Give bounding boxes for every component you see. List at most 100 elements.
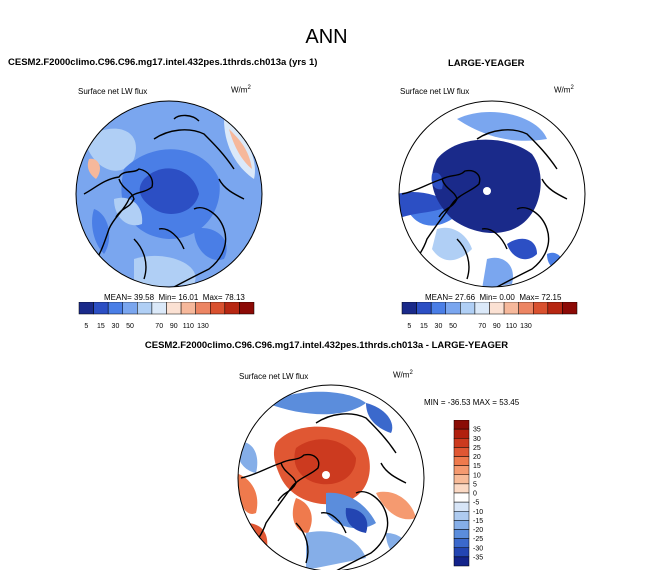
colorbar-tick-label: 130 xyxy=(520,323,532,330)
colorbar-tick-label: -10 xyxy=(473,509,483,516)
colorbar-tick-label: 110 xyxy=(506,323,517,330)
colorbar-swatch xyxy=(453,483,470,494)
colorbar-swatch xyxy=(453,465,470,475)
coastlines xyxy=(401,129,568,287)
colorbar-tick-label: -30 xyxy=(473,545,483,552)
coastlines xyxy=(240,413,407,570)
map-obs-border xyxy=(398,100,586,288)
colorbar-swatch xyxy=(453,501,470,512)
colorbar-swatch xyxy=(562,302,578,315)
colorbar-tick-label: 50 xyxy=(126,323,134,330)
map-diff-border xyxy=(237,384,425,570)
colorbar-tick-label: 70 xyxy=(155,323,163,330)
colorbar-tick-label: 30 xyxy=(435,323,443,330)
colorbar-tick-label: 50 xyxy=(449,323,457,330)
colorbar-swatch xyxy=(453,511,470,521)
stats-top-right: MEAN= 27.66 Min= 0.00 Max= 72.15 xyxy=(425,293,562,302)
panel-bottom-title: CESM2.F2000climo.C96.C96.mg17.intel.432p… xyxy=(144,340,509,351)
page-title: ANN xyxy=(305,26,348,48)
colorbar-swatch xyxy=(151,302,167,315)
colorbar-tick-label: -5 xyxy=(473,500,479,507)
colorbar-swatch xyxy=(401,302,417,315)
field-region xyxy=(229,129,252,169)
stats-bottom: MIN = -36.53 MAX = 53.45 xyxy=(424,398,520,407)
colorbar-swatch xyxy=(224,302,240,315)
field-region xyxy=(366,403,393,433)
map-diff xyxy=(237,384,425,570)
colorbar-swatch xyxy=(453,438,470,448)
colorbar-model: 5 15 30 50 70 90 110 130 xyxy=(78,302,255,330)
colorbar-swatch xyxy=(78,302,94,315)
colorbar-swatch xyxy=(239,302,255,315)
colorbar-tick-label: 25 xyxy=(473,445,481,452)
units-label-bottom: W/m2 xyxy=(393,370,413,380)
field-region xyxy=(84,128,136,171)
field-region xyxy=(376,491,416,520)
colorbar-swatch xyxy=(453,538,470,548)
colorbar-swatch xyxy=(453,447,470,457)
colorbar-swatch xyxy=(195,302,211,315)
pole-hole xyxy=(483,187,491,195)
panel-top-right-title: LARGE-YEAGER xyxy=(448,58,525,69)
variable-label-bottom: Surface net LW flux xyxy=(239,372,309,381)
colorbar-swatch xyxy=(430,302,447,315)
colorbar-swatch xyxy=(453,529,470,539)
field-region xyxy=(266,391,366,415)
coastlines xyxy=(83,114,245,287)
colorbar-diff: 35 30 25 20 15 10 5 0 -5 -10 -15 -20 -25 -30 -35 xyxy=(453,420,483,567)
colorbar-swatch xyxy=(137,302,153,315)
field-region xyxy=(114,197,143,226)
map-obs xyxy=(398,100,586,288)
colorbar-swatch xyxy=(416,302,432,315)
field-region xyxy=(432,227,472,261)
colorbar-obs: 5 15 30 50 70 90 110 130 xyxy=(401,302,578,330)
field-region xyxy=(432,139,541,234)
colorbar-swatch xyxy=(460,302,476,315)
colorbar-tick-label: 30 xyxy=(473,436,481,443)
colorbar-tick-label: 20 xyxy=(473,454,481,461)
colorbar-tick-label: 15 xyxy=(97,323,105,330)
colorbar-swatch xyxy=(166,302,182,315)
colorbar-tick-label: 30 xyxy=(112,323,120,330)
colorbar-tick-label: 0 xyxy=(473,491,477,498)
colorbar-swatch xyxy=(547,302,563,315)
map-model xyxy=(75,100,263,288)
colorbar-tick-label: 5 xyxy=(407,323,411,330)
colorbar-tick-label: 5 xyxy=(84,323,88,330)
variable-label-top-right: Surface net LW flux xyxy=(400,87,470,96)
field-region xyxy=(194,228,227,260)
colorbar-tick-label: -35 xyxy=(473,554,483,561)
field-region xyxy=(345,508,368,533)
field-region xyxy=(386,533,408,558)
colorbar-tick-label: 130 xyxy=(197,323,209,330)
colorbar-swatch xyxy=(503,302,519,315)
colorbar-tick-label: 5 xyxy=(473,481,477,488)
colorbar-swatch xyxy=(453,474,470,485)
colorbar-tick-label: -25 xyxy=(473,536,483,543)
field-region xyxy=(134,255,196,287)
colorbar-tick-label: 110 xyxy=(183,323,194,330)
variable-label-top-left: Surface net LW flux xyxy=(78,87,148,96)
field-region xyxy=(139,168,199,214)
map-model-border xyxy=(75,100,263,288)
colorbar-swatch xyxy=(453,520,470,530)
colorbar-tick-label: 90 xyxy=(493,323,501,330)
field-region xyxy=(507,238,537,260)
colorbar-swatch xyxy=(180,302,196,315)
colorbar-tick-label: 15 xyxy=(473,463,481,470)
colorbar-swatch xyxy=(533,302,549,315)
colorbar-tick-label: -15 xyxy=(473,518,483,525)
colorbar-tick-label: 35 xyxy=(473,427,481,434)
units-label-top-right: W/m2 xyxy=(554,85,574,95)
colorbar-tick-label: 90 xyxy=(170,323,178,330)
colorbar-swatch xyxy=(453,492,470,503)
colorbar-tick-label: 10 xyxy=(473,472,481,479)
colorbar-tick-label: 15 xyxy=(420,323,428,330)
colorbar-swatch xyxy=(93,302,109,315)
colorbar-swatch xyxy=(474,302,490,315)
field-region xyxy=(306,531,366,570)
field-region xyxy=(482,257,513,287)
colorbar-swatch xyxy=(107,302,124,315)
colorbar-swatch xyxy=(489,302,505,315)
colorbar-swatch xyxy=(453,428,470,439)
